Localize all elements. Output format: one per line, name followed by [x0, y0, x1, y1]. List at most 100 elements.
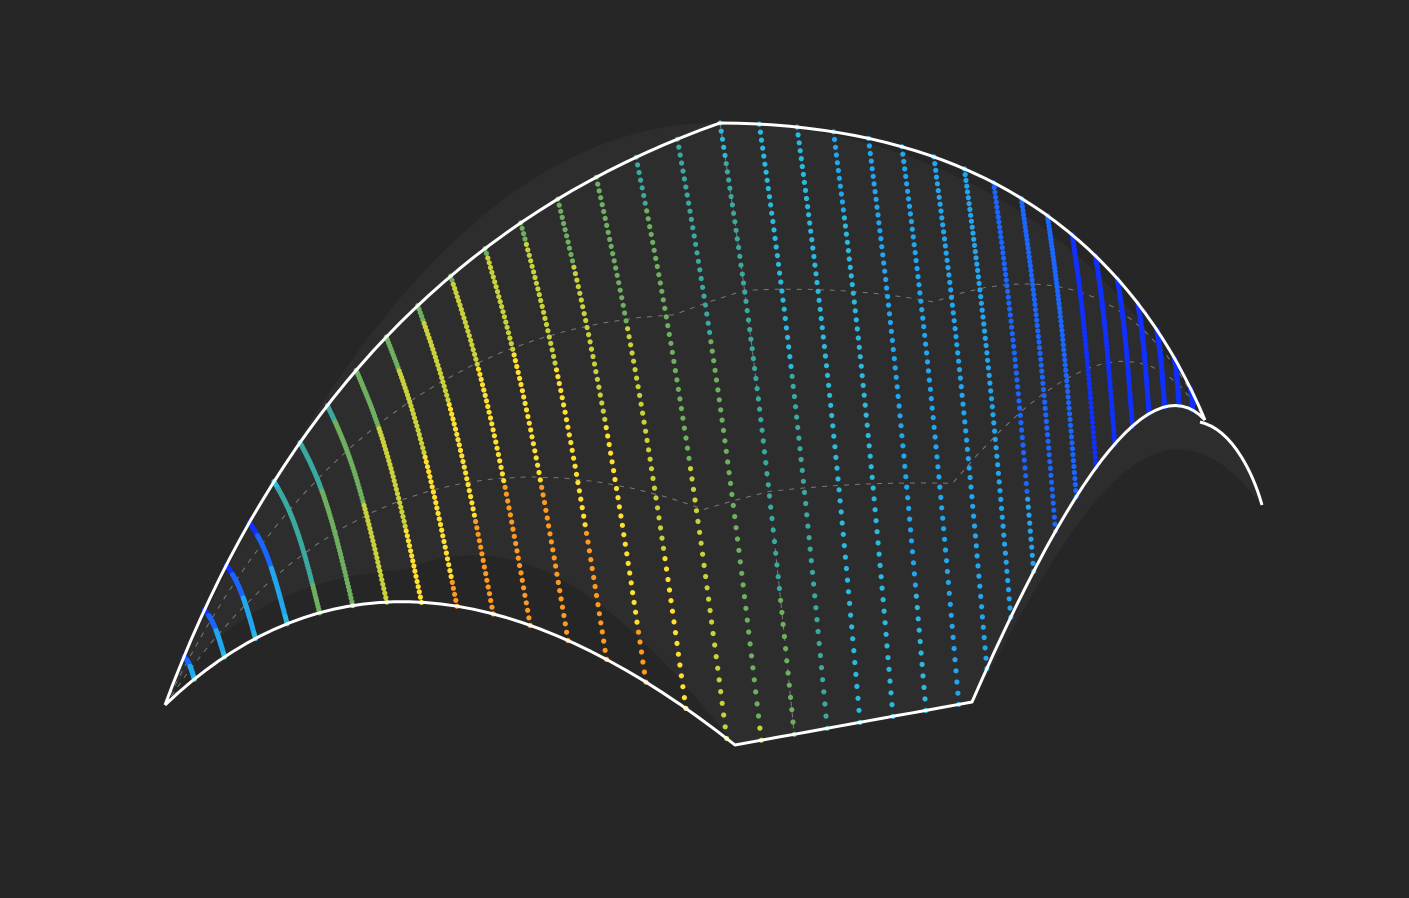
- stripe-point: [380, 581, 386, 587]
- stripe-point: [518, 381, 524, 388]
- stripe-point: [634, 375, 640, 381]
- stripe-point: [535, 462, 541, 468]
- stripe-point: [571, 264, 577, 270]
- stripe-point: [1020, 207, 1026, 214]
- stripe-point: [736, 547, 742, 553]
- stripe-point: [813, 605, 819, 611]
- stripe-point: [746, 629, 752, 635]
- stripe-point: [1005, 294, 1011, 300]
- stripe-point: [737, 253, 743, 259]
- stripe-point: [653, 255, 659, 261]
- curvature-stripe: [246, 519, 290, 627]
- stripe-point: [409, 553, 415, 559]
- stripe-point: [619, 295, 625, 301]
- stripe-point: [783, 646, 789, 652]
- stripe-point: [723, 448, 729, 454]
- stripe-point: [452, 285, 458, 292]
- stripe-point: [1059, 332, 1065, 338]
- stripe-point: [916, 627, 922, 633]
- stripe-point: [1003, 559, 1009, 565]
- stripe-point: [964, 189, 971, 195]
- stripe-point: [499, 304, 505, 310]
- stripe-point: [775, 261, 782, 267]
- stripe-point: [1108, 396, 1114, 402]
- stripe-point: [912, 582, 919, 588]
- stripe-point: [951, 318, 957, 324]
- stripe-point: [519, 225, 525, 231]
- stripe-point: [461, 464, 467, 470]
- stripe-point: [449, 411, 455, 417]
- stripe-point: [1029, 277, 1035, 283]
- stripe-point: [1025, 245, 1031, 251]
- stripe-point: [612, 476, 618, 483]
- stripe-point: [976, 280, 982, 286]
- stripe-point: [435, 510, 441, 516]
- stripe-point: [815, 628, 821, 635]
- stripe-point: [904, 181, 910, 187]
- stripe-point: [523, 600, 529, 606]
- stripe-point: [549, 347, 555, 353]
- stripe-point: [656, 272, 662, 278]
- stripe-point: [771, 227, 777, 233]
- stripe-point: [726, 470, 732, 476]
- stripe-point: [1088, 404, 1094, 411]
- stripe-point: [1003, 277, 1009, 283]
- stripe-point: [995, 209, 1001, 215]
- curvature-stripe: [593, 174, 689, 712]
- stripe-point: [1056, 301, 1062, 307]
- stripe-point: [789, 373, 795, 379]
- stripe-point: [671, 358, 677, 364]
- stripe-point: [849, 624, 855, 630]
- stripe-point: [816, 297, 822, 303]
- stripe-point: [440, 379, 446, 385]
- stripe-point: [385, 454, 391, 460]
- stripe-point: [1052, 521, 1058, 527]
- stripe-point: [663, 314, 669, 320]
- stripe-point: [739, 570, 745, 576]
- stripe-point: [972, 249, 978, 255]
- stripe-point: [579, 505, 585, 511]
- stripe-point: [604, 222, 610, 228]
- stripe-point: [1067, 422, 1074, 428]
- stripe-point: [463, 470, 469, 476]
- stripe-point: [581, 513, 587, 519]
- stripe-point: [1066, 400, 1072, 406]
- stripe-point: [565, 424, 571, 430]
- stripe-point: [839, 520, 845, 526]
- stripe-point: [1010, 337, 1016, 343]
- stripe-point: [810, 245, 816, 251]
- stripe-point: [933, 167, 939, 173]
- stripe-point: [478, 376, 484, 382]
- stripe-point: [1052, 265, 1058, 271]
- stripe-point: [1052, 268, 1058, 275]
- stripe-point: [420, 445, 426, 451]
- stripe-point: [829, 412, 835, 419]
- stripe-point: [536, 469, 542, 476]
- stripe-point: [474, 525, 480, 531]
- stripe-point: [641, 419, 647, 425]
- stripe-point: [599, 202, 605, 208]
- stripe-point: [754, 386, 760, 392]
- stripe-point: [998, 234, 1004, 240]
- stripe-point: [434, 358, 440, 364]
- stripe-point: [912, 250, 918, 256]
- stripe-point: [866, 443, 872, 449]
- stripe-point: [468, 337, 474, 343]
- stripe-point: [948, 287, 954, 293]
- stripe-point: [686, 200, 692, 206]
- stripe-point: [1007, 312, 1013, 318]
- stripe-point: [780, 621, 786, 628]
- stripe-point: [999, 245, 1005, 251]
- stripe-point: [843, 231, 850, 237]
- stripe-point: [992, 436, 998, 442]
- stripe-point: [763, 460, 769, 466]
- stripe-point: [935, 188, 941, 194]
- stripe-point: [1060, 342, 1066, 348]
- stripe-point: [562, 227, 568, 233]
- stripe-point: [1105, 361, 1111, 367]
- stripe-point: [798, 456, 804, 463]
- stripe-point: [668, 340, 674, 346]
- stripe-point: [907, 516, 913, 522]
- stripe-point: [709, 619, 715, 625]
